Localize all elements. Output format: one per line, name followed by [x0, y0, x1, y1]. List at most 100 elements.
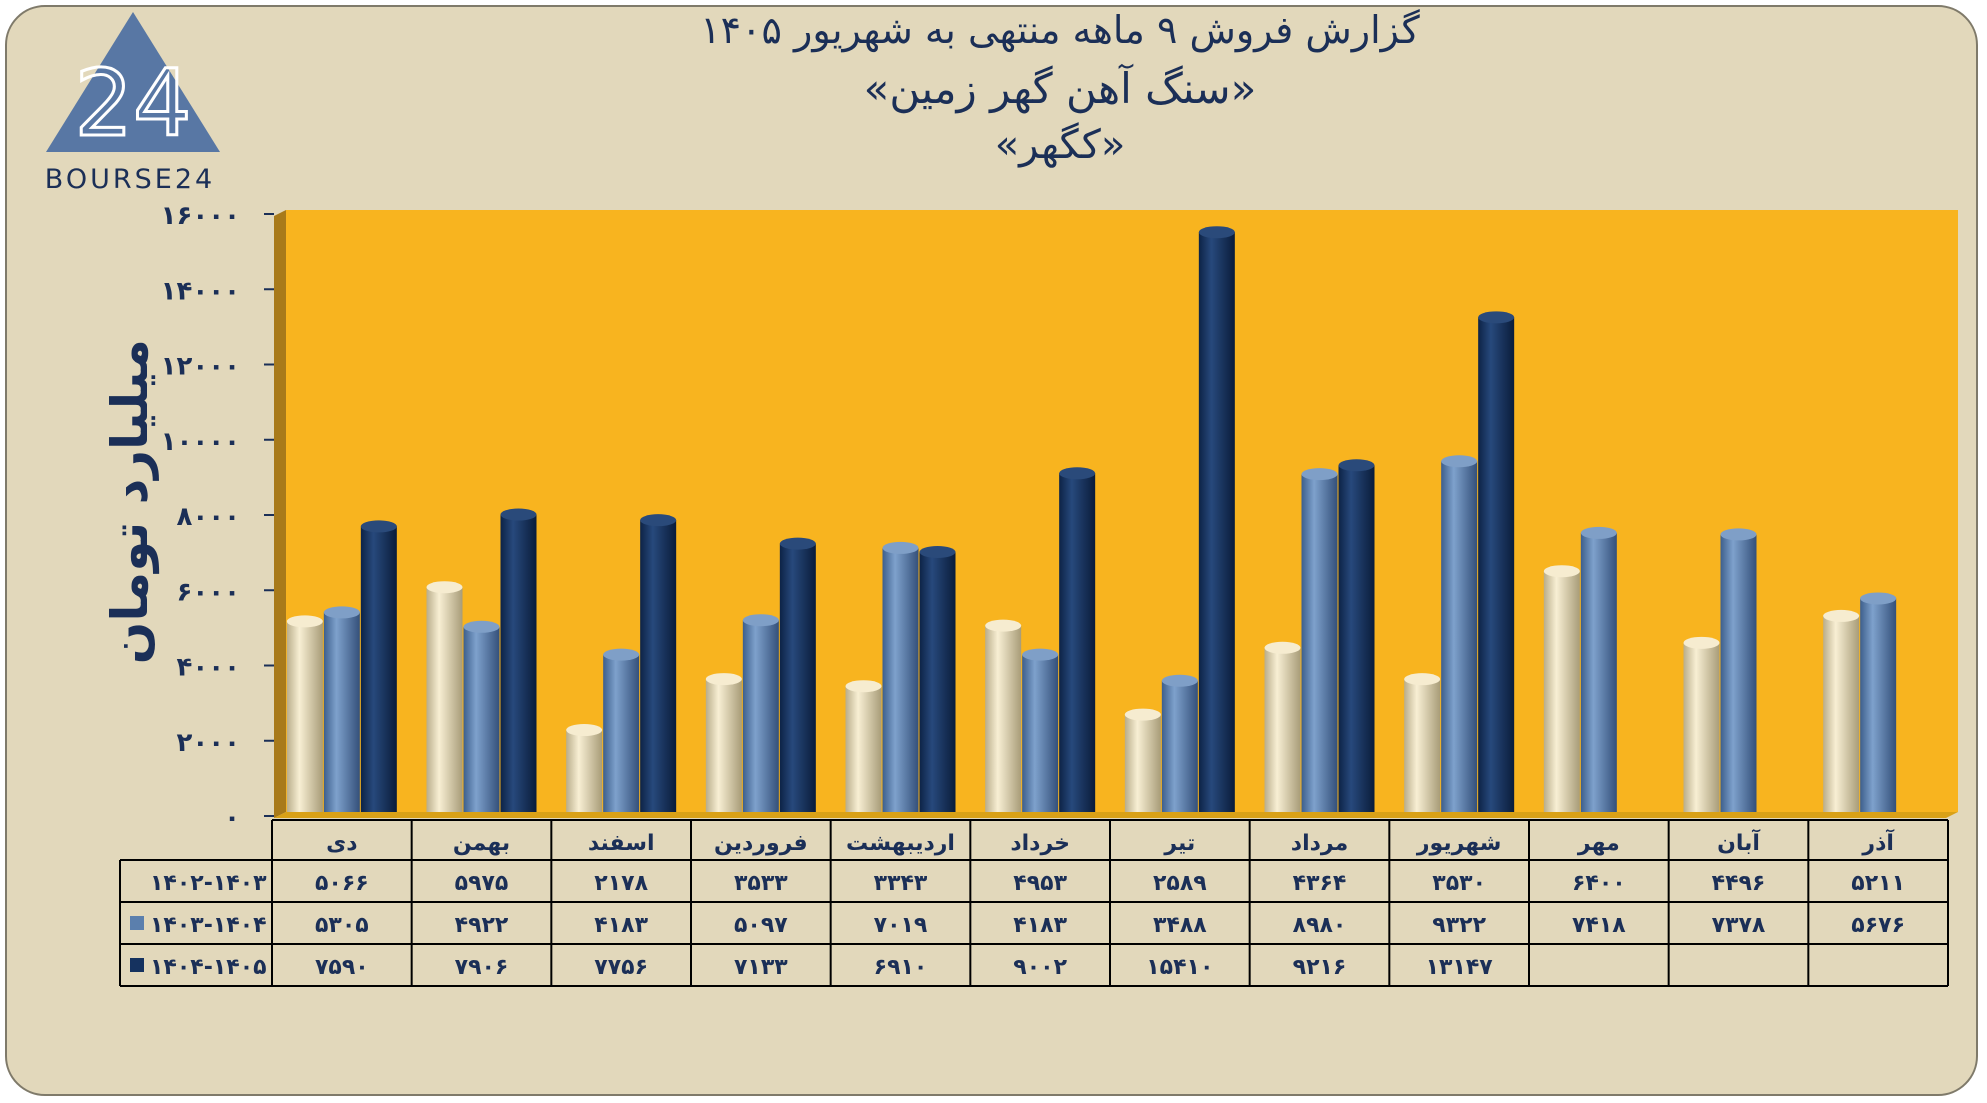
data-value-label: ۷۵۹۰ — [315, 955, 369, 980]
bar — [640, 520, 677, 812]
bar — [742, 620, 779, 812]
bar-cap — [1478, 311, 1515, 324]
data-value-label: ۷۰۱۹ — [874, 913, 928, 938]
bar — [1478, 317, 1515, 812]
data-value-label: ۷۴۱۸ — [1572, 913, 1626, 938]
bar — [566, 730, 603, 812]
bar-cap — [1022, 648, 1059, 661]
bar-cap — [360, 520, 397, 533]
data-value-label: ۶۹۱۰ — [874, 955, 928, 980]
legend-swatch — [130, 916, 144, 930]
bar-cap — [882, 541, 919, 554]
chart-subtitle-symbol: «کگهر» — [994, 122, 1126, 168]
bar — [1543, 571, 1580, 812]
data-value-label: ۷۳۷۸ — [1712, 913, 1766, 938]
bar-cap — [1404, 673, 1441, 686]
bar-cap — [1059, 467, 1096, 480]
bar — [1124, 714, 1161, 812]
y-tick-label: ۴۰۰۰ — [177, 653, 240, 683]
bar-cap — [1264, 641, 1301, 654]
x-category-label: خرداد — [1010, 831, 1070, 856]
bar-cap — [1823, 609, 1860, 622]
bar-cap — [845, 680, 882, 693]
data-value-label: ۵۶۷۶ — [1851, 913, 1905, 938]
data-value-label: ۹۰۰۲ — [1013, 955, 1067, 980]
bar — [1441, 461, 1478, 812]
bar-cap — [603, 648, 640, 661]
x-category-label: اردیبهشت — [846, 831, 955, 856]
bar — [1338, 465, 1375, 812]
data-value-label: ۴۴۹۶ — [1712, 871, 1766, 896]
bar — [1860, 598, 1897, 812]
y-tick-label: ۸۰۰۰ — [177, 502, 240, 532]
data-value-label: ۸۹۸۰ — [1293, 913, 1347, 938]
x-category-label: بهمن — [453, 831, 510, 856]
bar — [603, 654, 640, 812]
y-tick-label: ۶۰۰۰ — [177, 577, 240, 607]
bar — [1198, 232, 1235, 813]
data-value-label: ۴۱۸۳ — [1013, 913, 1067, 938]
x-category-label: تیر — [1163, 831, 1195, 856]
bar — [1404, 679, 1441, 812]
bar-cap — [779, 537, 816, 550]
x-category-label: آذر — [1861, 828, 1894, 856]
data-value-label: ۳۵۳۰ — [1432, 871, 1486, 896]
bar — [360, 526, 397, 812]
data-value-label: ۷۹۰۶ — [455, 955, 509, 980]
data-value-label: ۴۱۸۳ — [594, 913, 648, 938]
y-tick-label: ۰ — [224, 803, 240, 833]
bar-cap — [1161, 674, 1198, 687]
x-category-label: شهریور — [1416, 831, 1502, 856]
chart-subtitle-company: «سنگ آهن گهر زمین» — [863, 64, 1257, 113]
bar-cap — [742, 614, 779, 627]
bar — [1683, 642, 1720, 812]
legend-label: ۱۴۰۳-۱۴۰۴ — [150, 913, 267, 938]
data-value-label: ۲۱۷۸ — [594, 871, 648, 896]
bar — [985, 625, 1022, 812]
bar-cap — [1580, 526, 1617, 539]
data-value-label: ۳۴۸۸ — [1153, 913, 1207, 938]
bar — [1022, 654, 1059, 812]
bar-cap — [1543, 565, 1580, 578]
data-value-label: ۳۵۳۳ — [734, 871, 788, 896]
bar — [919, 552, 956, 812]
x-category-label: مهر — [1577, 831, 1620, 856]
data-value-label: ۷۷۵۶ — [594, 955, 648, 980]
bar-cap — [1683, 636, 1720, 649]
x-category-label: آبان — [1717, 828, 1760, 856]
bar — [323, 612, 360, 812]
plot-area — [286, 210, 1958, 812]
y-tick-label: ۱۲۰۰۰ — [161, 352, 240, 382]
bar — [845, 686, 882, 812]
y-tick-label: ۲۰۰۰ — [177, 728, 240, 758]
bar — [1580, 532, 1617, 812]
legend-swatch — [130, 958, 144, 972]
logo-mark: 24 — [74, 50, 191, 157]
bar — [1823, 615, 1860, 812]
data-value-label: ۱۵۴۱۰ — [1146, 955, 1213, 980]
logo-triangle — [46, 12, 220, 152]
data-value-label: ۵۳۰۵ — [315, 913, 369, 938]
bar-cap — [1860, 592, 1897, 605]
logo-brand-text: BOURSE24 — [45, 164, 215, 190]
bar-cap — [323, 606, 360, 619]
bar-cap — [1198, 226, 1235, 239]
y-tick-label: ۱۴۰۰۰ — [161, 276, 240, 306]
legend-label: ۱۴۰۲-۱۴۰۳ — [150, 871, 267, 896]
data-value-label: ۵۰۶۶ — [315, 871, 369, 896]
bar — [426, 587, 463, 812]
bar-cap — [1441, 455, 1478, 468]
bar — [882, 547, 919, 812]
plot-floor — [274, 812, 1958, 818]
data-value-label: ۴۹۵۳ — [1013, 871, 1067, 896]
data-value-label: ۳۳۴۳ — [874, 871, 928, 896]
bar-cap — [500, 508, 537, 521]
x-category-label: فروردین — [714, 831, 808, 856]
data-value-label: ۵۰۹۷ — [734, 913, 788, 938]
bar — [705, 679, 742, 812]
bar — [1161, 680, 1198, 812]
bar — [500, 514, 537, 812]
x-category-label: مرداد — [1291, 831, 1348, 856]
bar — [1264, 647, 1301, 812]
